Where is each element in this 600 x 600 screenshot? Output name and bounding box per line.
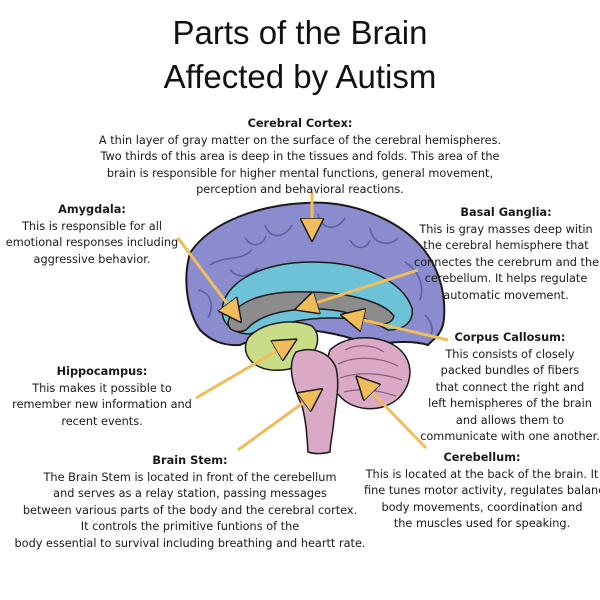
basal-ganglia-arrow [300, 268, 419, 308]
brain-stem-arrow [237, 392, 318, 452]
hippocampus-text: recent events. [61, 414, 143, 428]
corpus-callosum-heading: Corpus Callosum: [454, 331, 566, 344]
corpus-callosum-label: Corpus Callosum: This consists of closel… [420, 330, 600, 446]
brain-stem-heading: Brain Stem: [152, 454, 228, 467]
corpus-callosum-text: and allows them to [455, 413, 565, 427]
page-title-line-1: Parts of the Brain [172, 14, 428, 51]
cerebral-cortex-text: brain is responsible for higher mental f… [106, 166, 494, 180]
amygdala-label: Amygdala: This is responsible for all em… [4, 202, 180, 268]
cerebellum-folds [337, 345, 403, 397]
cerebellum-heading: Cerebellum: [443, 451, 521, 464]
amygdala-text: emotional responses including [5, 236, 179, 249]
amygdala-arrow [176, 237, 238, 318]
cerebellum-arrow [360, 380, 428, 450]
cerebellum-label: Cerebellum: This is located at the back … [364, 450, 600, 533]
basal-ganglia-label: Basal Ganglia: This is gray masses deep … [414, 205, 600, 304]
cerebral-cortex-text: Two thirds of this area is deep in the t… [100, 150, 500, 163]
brain-stem-text: and serves as a relay station, passing m… [53, 487, 327, 500]
brain-stem-label: Brain Stem: The Brain Stem is located in… [10, 453, 370, 552]
hippocampus-text: remember new information and [12, 398, 192, 411]
cerebral-cortex-text: perception and behavioral reactions. [196, 183, 404, 196]
cerebellum-text: the muscles used for speaking. [393, 517, 571, 530]
amygdala-text: This is responsible for all [22, 219, 162, 233]
basal-ganglia-heading: Basal Ganglia: [460, 206, 552, 219]
hippocampus-label: Hippocampus: This makes it possible to r… [4, 364, 200, 430]
basal-ganglia-text: automatic movement. [443, 288, 569, 302]
cerebellum-text: fine tunes motor activity, regulates bal… [364, 484, 600, 497]
pointer-arrows [176, 192, 449, 452]
corpus-callosum-arrow [346, 316, 449, 342]
amygdala-text: aggressive behavior. [33, 252, 151, 266]
cerebral-cortex-heading: Cerebral Cortex: [247, 117, 353, 130]
hippocampus-arrow [195, 342, 292, 400]
cerebral-cortex-label: Cerebral Cortex: A thin layer of gray ma… [90, 116, 510, 199]
cerebellum-text: body movements, coordination and [381, 500, 583, 514]
brain-stem-text: It controls the primitive funtions of th… [80, 520, 300, 533]
brain-stem-text: between various parts of the body and th… [22, 503, 358, 517]
corpus-callosum-text: left hemispheres of the brain [428, 397, 592, 410]
basal-ganglia-text: connectes the cerebrum and the [414, 255, 600, 269]
cerebellum-text: This is located at the back of the brain… [365, 467, 599, 481]
corpus-callosum-text: communicate with one another. [420, 430, 600, 443]
brain-stem-text: The Brain Stem is located in front of th… [43, 470, 337, 484]
corpus-callosum-text: This consists of closely [445, 347, 575, 361]
hippocampus-heading: Hippocampus: [56, 365, 148, 378]
brain-stem-shape [290, 348, 339, 455]
corpus-callosum-text: packed bundles of fibers [440, 364, 580, 377]
basal-ganglia-text: This is gray masses deep witin [419, 222, 593, 236]
corpus-callosum-text: that connect the right and [435, 380, 585, 394]
amygdala-heading: Amygdala: [58, 203, 126, 216]
hippocampus-text: This makes it possible to [32, 381, 172, 395]
page-title-line-2: Affected by Autism [163, 58, 437, 95]
cerebral-cortex-text: A thin layer of gray matter on the surfa… [98, 133, 502, 147]
brain-stem-text: body essential to survival including bre… [14, 536, 366, 550]
basal-ganglia-text: cerebellum. It helps regulate [424, 272, 588, 285]
basal-ganglia-text: the cerebral hemisphere that [423, 239, 589, 252]
